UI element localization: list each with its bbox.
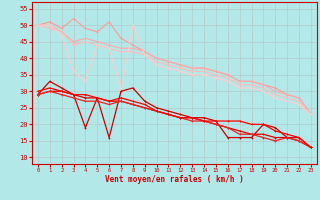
- X-axis label: Vent moyen/en rafales ( km/h ): Vent moyen/en rafales ( km/h ): [105, 175, 244, 184]
